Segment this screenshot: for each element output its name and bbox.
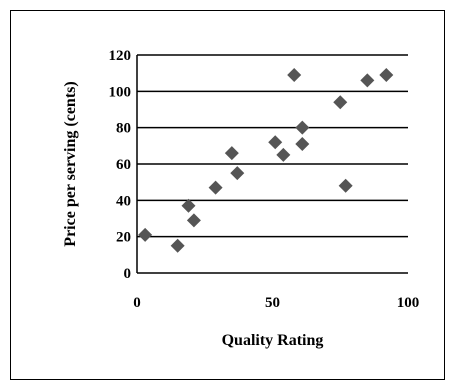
data-point: [287, 67, 302, 82]
gridlines: [137, 54, 408, 238]
data-point: [170, 238, 185, 253]
data-point: [230, 166, 245, 181]
data-point: [181, 198, 196, 213]
data-point: [333, 95, 348, 110]
y-tick-label: 40: [116, 193, 131, 209]
data-point: [138, 227, 153, 242]
data-point: [338, 178, 353, 193]
y-tick-label: 100: [109, 84, 132, 100]
y-axis-title: Price per serving (cents): [62, 81, 79, 246]
data-points: [138, 67, 394, 253]
x-tick-label: 50: [265, 295, 280, 311]
x-tick-label: 100: [397, 295, 420, 311]
data-point: [295, 120, 310, 135]
y-tick-label: 120: [109, 48, 132, 64]
data-point: [379, 67, 394, 82]
y-tick-label: 20: [116, 230, 131, 246]
axes: [136, 55, 408, 274]
y-tick-label: 60: [116, 157, 131, 173]
y-tick-label: 0: [124, 266, 132, 282]
data-point: [276, 147, 291, 162]
data-point: [208, 180, 223, 195]
data-point: [186, 213, 201, 228]
data-point: [268, 135, 283, 150]
data-point: [360, 73, 375, 88]
x-tick-label: 0: [133, 295, 141, 311]
data-point: [295, 137, 310, 152]
data-point: [224, 146, 239, 161]
y-tick-label: 80: [116, 121, 131, 137]
tick-labels: 0 20 40 60 80 100 120 0 50 100: [109, 48, 420, 311]
chart-frame: [10, 10, 445, 380]
x-axis-title: Quality Rating: [222, 332, 324, 349]
